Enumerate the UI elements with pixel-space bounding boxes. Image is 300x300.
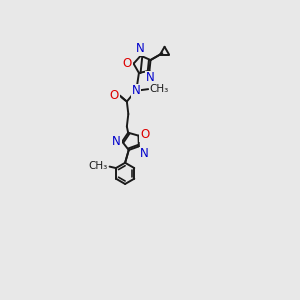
Text: N: N bbox=[146, 71, 154, 85]
Text: N: N bbox=[132, 84, 141, 98]
Text: N: N bbox=[112, 135, 121, 148]
Text: N: N bbox=[140, 147, 149, 160]
Text: O: O bbox=[123, 57, 132, 70]
Text: N: N bbox=[136, 42, 144, 55]
Text: O: O bbox=[140, 128, 149, 141]
Text: CH₃: CH₃ bbox=[150, 84, 169, 94]
Text: CH₃: CH₃ bbox=[88, 161, 108, 171]
Text: O: O bbox=[110, 88, 119, 101]
